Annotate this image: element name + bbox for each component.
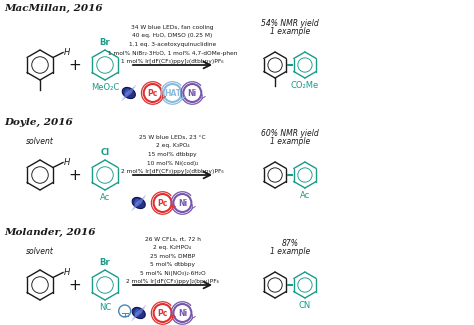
Text: 1 example: 1 example [270,27,310,36]
Text: H: H [64,268,70,277]
Text: 25 mol% DMBP: 25 mol% DMBP [150,254,195,258]
Text: Br: Br [100,258,110,267]
Text: 10 mol% Ni(cod)₂: 10 mol% Ni(cod)₂ [147,161,198,165]
Text: 1 mol% NiBr₂·3H₂O, 1 mol% 4,7-dOMe-phen: 1 mol% NiBr₂·3H₂O, 1 mol% 4,7-dOMe-phen [108,50,237,56]
Text: NC: NC [99,303,111,312]
Text: H: H [64,48,70,57]
Text: 1 example: 1 example [270,137,310,146]
Text: 60% NMR yield: 60% NMR yield [261,129,319,138]
Text: Pc: Pc [157,199,168,207]
Text: 2 mol% Ir[dF(CF₃)ppy]₂(bpy)PF₆: 2 mol% Ir[dF(CF₃)ppy]₂(bpy)PF₆ [126,279,219,284]
Text: 1 mol% Ir[dF(CF₃)ppy]₂(dtbbpy)PF₆: 1 mol% Ir[dF(CF₃)ppy]₂(dtbbpy)PF₆ [121,59,224,64]
Text: 5 mol% dtbbpy: 5 mol% dtbbpy [150,262,195,267]
Text: Molander, 2016: Molander, 2016 [4,228,95,237]
Ellipse shape [134,309,139,315]
Ellipse shape [134,199,139,205]
Text: H: H [64,158,70,167]
Text: +: + [69,278,82,292]
Text: Ni: Ni [188,88,197,98]
Text: 87%: 87% [282,239,299,248]
Text: 1 example: 1 example [270,247,310,256]
Text: Ni: Ni [178,308,187,318]
Text: Ni: Ni [178,199,187,207]
Text: 34 W blue LEDs, fan cooling: 34 W blue LEDs, fan cooling [131,25,214,30]
Text: solvent: solvent [26,247,54,256]
Text: MacMillan, 2016: MacMillan, 2016 [4,4,103,13]
Text: Ac: Ac [300,191,310,200]
Text: Pc: Pc [157,308,168,318]
Ellipse shape [122,87,136,98]
Ellipse shape [124,89,129,95]
Text: 15 mol% dtbbpy: 15 mol% dtbbpy [148,152,197,157]
Text: 26 W CFLs, rt, 72 h: 26 W CFLs, rt, 72 h [145,237,201,241]
Text: HAT: HAT [164,88,181,98]
Text: +: + [69,167,82,183]
Text: 1.1 eq. 3-acetoxyquinuclidine: 1.1 eq. 3-acetoxyquinuclidine [129,42,216,47]
Text: 2 mol% Ir[dF(CF₃)ppy]₂(dtbbpy)PF₆: 2 mol% Ir[dF(CF₃)ppy]₂(dtbbpy)PF₆ [121,169,224,174]
Text: CN: CN [299,301,311,310]
Text: MeO₂C: MeO₂C [91,83,119,92]
Text: Doyle, 2016: Doyle, 2016 [4,118,73,127]
Text: 25 W blue LEDs, 23 °C: 25 W blue LEDs, 23 °C [139,135,206,140]
Text: +: + [69,58,82,72]
Text: 40 eq. H₂O, DMSO (0.25 M): 40 eq. H₂O, DMSO (0.25 M) [132,33,213,38]
Text: Cl: Cl [100,148,109,157]
Text: 54% NMR yield: 54% NMR yield [261,19,319,28]
Circle shape [118,305,131,317]
Text: CO₂Me: CO₂Me [291,81,319,90]
Ellipse shape [132,307,145,318]
Text: Pc: Pc [147,88,158,98]
Text: 2 eq. K₃PO₄: 2 eq. K₃PO₄ [155,144,189,149]
Text: 2 eq. K₂HPO₄: 2 eq. K₂HPO₄ [154,245,191,250]
Text: Br: Br [100,38,110,47]
Ellipse shape [132,197,145,209]
Text: Ac: Ac [100,193,110,202]
Text: solvent: solvent [26,137,54,146]
Text: 5 mol% Ni(NO₃)₂·6H₂O: 5 mol% Ni(NO₃)₂·6H₂O [140,270,205,276]
